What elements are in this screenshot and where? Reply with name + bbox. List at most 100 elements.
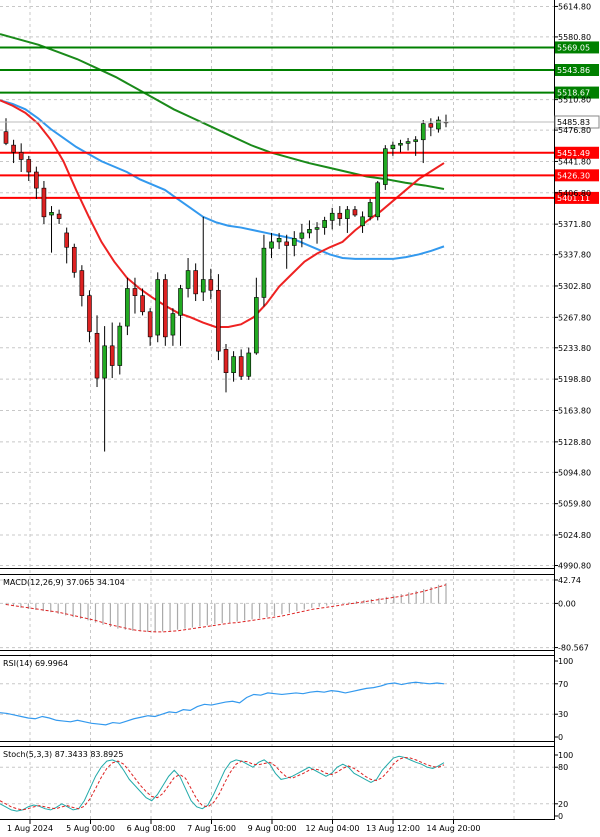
rsi-tick-label: 0: [558, 733, 563, 742]
price-tick-label: 5337.80: [558, 251, 591, 260]
candle-body: [178, 288, 183, 316]
candle-body: [200, 279, 206, 293]
price-tick-label: 5441.80: [558, 157, 591, 166]
candle-body: [337, 212, 343, 219]
axis-labels: 5614.80 5580.80 5510.80 5476.80 5441.80 5406.…: [7, 2, 591, 833]
price-tick-label: 5510.80: [558, 96, 591, 105]
candle-body: [3, 131, 9, 144]
candle-body: [360, 216, 365, 227]
price-tick-label: 5059.80: [558, 500, 591, 509]
level-label: 5543.86: [557, 66, 590, 75]
price-tick-label: 5198.80: [558, 375, 591, 384]
candle-body: [436, 119, 441, 130]
candle-body: [405, 141, 411, 144]
candle-body: [56, 213, 62, 219]
candle-body: [117, 325, 123, 366]
candle-body: [383, 148, 388, 185]
candle-body: [109, 345, 115, 366]
x-tick-label: 9 Aug 00:00: [248, 824, 297, 833]
macd-title: MACD(12,26,9) 37.065 34.104: [3, 578, 125, 587]
macd-tick-label: 0.00: [558, 599, 576, 608]
level-label: 5401.11: [557, 194, 590, 203]
macd-signal-line: [5, 584, 447, 633]
candle-body: [238, 356, 244, 377]
candle-body: [193, 270, 198, 295]
moving-average-blue: [0, 99, 445, 260]
candle-body: [185, 270, 191, 289]
last-price-label: 5485.83: [557, 118, 590, 127]
candle-body: [261, 247, 267, 298]
price-tick-label: 5233.80: [558, 344, 591, 353]
candle-body: [170, 313, 176, 336]
candle-body: [284, 241, 289, 246]
stoch-panel: Stoch(5,3,3) 87.3433 83.8925: [0, 750, 445, 812]
candle-body: [132, 288, 138, 296]
x-tick-label: 14 Aug 20:00: [427, 824, 481, 833]
candle-body: [216, 289, 221, 352]
price-tick-label: 5094.80: [558, 468, 591, 477]
price-tick-label: 5614.80: [558, 2, 591, 11]
stoch-tick-label: 0: [558, 812, 563, 821]
candle-body: [102, 345, 107, 379]
price-tick-label: 5406.80: [558, 189, 591, 198]
level-label-box: [555, 146, 599, 159]
candle-body: [352, 209, 358, 216]
candle-body: [140, 295, 145, 313]
candle-body: [420, 123, 426, 141]
candle-body: [269, 241, 274, 249]
candle-body: [428, 123, 434, 128]
stoch-tick-label: 80: [558, 763, 568, 772]
candle-body: [87, 295, 92, 332]
candle-body: [291, 238, 297, 246]
price-tick-label: 5371.80: [558, 220, 591, 229]
candle-body: [147, 311, 153, 338]
price-tick-label: 5024.80: [558, 531, 591, 540]
stoch-k-line: [0, 755, 445, 812]
candle-body: [299, 232, 305, 239]
candle-body: [64, 232, 69, 248]
level-label: 5426.30: [557, 171, 590, 180]
candle-body: [398, 143, 403, 146]
candle-body: [246, 352, 252, 377]
price-tick-label: 5580.80: [558, 33, 591, 42]
candle-body: [34, 171, 39, 189]
candle-body: [390, 144, 396, 150]
x-tick-label: 6 Aug 08:00: [127, 824, 176, 833]
panel-frames: [0, 0, 555, 820]
candle-body: [163, 279, 168, 338]
candle-body: [413, 139, 418, 142]
candle-body: [79, 270, 85, 296]
candle-body: [314, 227, 320, 230]
candle-body: [223, 349, 229, 373]
price-tick-label: 5267.80: [558, 313, 591, 322]
level-label: 5451.49: [557, 149, 590, 158]
x-tick-label: 12 Aug 04:00: [306, 824, 360, 833]
candle-body: [155, 279, 161, 336]
stoch-d-line: [0, 756, 445, 811]
candle-body: [208, 279, 214, 291]
level-label: 5569.05: [557, 43, 590, 52]
price-tick-label: 4990.80: [558, 561, 591, 570]
x-tick-label: 7 Aug 16:00: [187, 824, 236, 833]
price-panel: 5569.05 5543.86 5518.67 5451.49 5426.30 5401.…: [0, 33, 600, 452]
macd-tick-label: -80.567: [558, 644, 589, 653]
candle-body: [18, 152, 24, 160]
rsi-title: RSI(14) 69.9964: [3, 659, 68, 668]
candle-body: [26, 159, 32, 173]
level-label-box: [555, 86, 599, 99]
candle-body: [307, 229, 312, 234]
candle-body: [11, 144, 16, 153]
macd-tick-label: 42.74: [558, 576, 581, 585]
price-tick-label: 5128.80: [558, 438, 591, 447]
level-label-box: [555, 191, 599, 204]
candle-body: [49, 212, 54, 216]
candle-body: [367, 202, 373, 218]
candle-body: [329, 212, 335, 221]
stoch-tick-label: 100: [558, 751, 573, 760]
candle-body: [94, 332, 100, 379]
candle-body: [71, 246, 77, 273]
level-label-box: [555, 41, 599, 54]
x-tick-label: 13 Aug 12:00: [366, 824, 420, 833]
stoch-tick-label: 20: [558, 800, 568, 809]
